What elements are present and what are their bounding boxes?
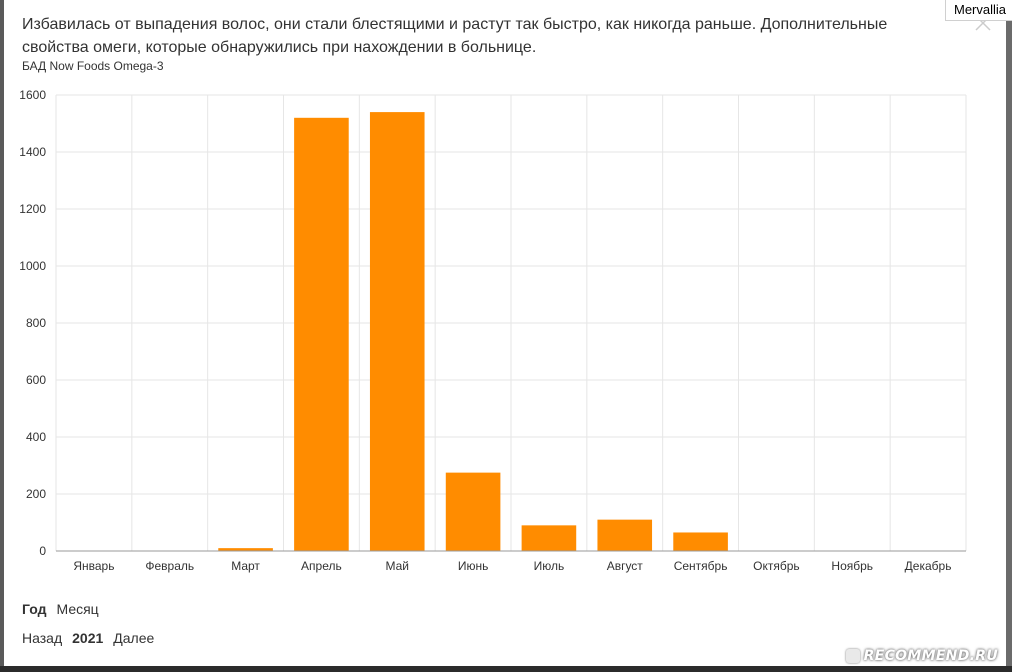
y-tick-label: 800 [26,316,46,330]
views-bar-chart: 0 200 400 600 800 1000 1200 1400 1600 Январь Февра… [19,88,967,573]
stats-modal: Избавилась от выпадения волос, они стали… [4,0,1006,666]
year-navigation: Назад 2021 Далее [22,630,164,646]
product-name: БАД Now Foods Omega-3 [22,59,164,73]
y-tick-label: 400 [26,430,46,444]
bar-4[interactable] [294,117,349,552]
y-tick-label: 0 [39,544,46,558]
bar-6[interactable] [445,472,501,551]
x-tick-label: Июль [534,559,565,573]
x-tick-label: Ноябрь [831,559,873,573]
x-tick-label: Сентябрь [674,559,728,573]
y-tick-label: 200 [26,487,46,501]
watermark-text: RECOMMEND.RU [863,648,998,664]
period-month-button[interactable]: Месяц [56,601,99,617]
review-title: Избавилась от выпадения волос, они стали… [22,16,888,56]
bottom-overlay-strip [0,666,1012,672]
bar-3[interactable] [218,548,273,551]
x-tick-label: Июнь [458,559,489,573]
x-tick-label: Май [385,559,409,573]
bar-9[interactable] [673,532,728,551]
y-tick-label: 1600 [19,88,46,102]
background-overlay-edge [0,0,4,672]
bar-7[interactable] [521,525,577,551]
nav-back-link[interactable]: Назад [22,630,63,646]
period-year-button[interactable]: Год [22,601,47,617]
y-tick-label: 600 [26,373,46,387]
recommend-logo-icon [845,649,860,663]
current-year: 2021 [72,630,104,646]
x-tick-label: Октябрь [753,559,800,573]
period-toggle: Год Месяц [22,601,109,617]
x-tick-label: Январь [73,559,114,573]
recommend-watermark: RECOMMEND.RU [845,648,998,664]
x-tick-label: Март [231,559,260,573]
bar-8[interactable] [597,519,653,551]
y-tick-label: 1400 [19,145,46,159]
y-tick-label: 1200 [19,202,46,216]
x-tick-label: Август [607,559,644,573]
x-tick-label: Февраль [145,559,194,573]
bar-5[interactable] [369,112,425,551]
x-tick-label: Декабрь [905,559,952,573]
username-label[interactable]: Mervallia [944,0,1012,21]
y-tick-label: 1000 [19,259,46,273]
x-tick-label: Апрель [301,559,342,573]
nav-next-link[interactable]: Далее [113,630,155,646]
